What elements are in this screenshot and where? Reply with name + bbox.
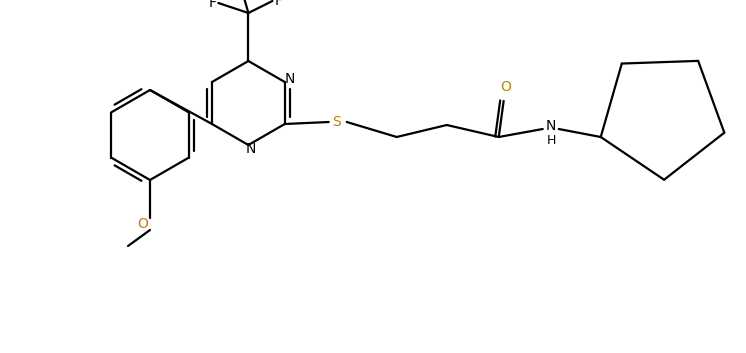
Text: H: H <box>547 133 557 146</box>
Text: N: N <box>245 142 256 156</box>
Text: N: N <box>284 72 295 86</box>
Text: O: O <box>137 217 148 231</box>
Text: F: F <box>275 0 283 8</box>
Text: F: F <box>208 0 216 10</box>
Text: S: S <box>333 115 341 129</box>
Text: N: N <box>545 119 556 133</box>
Text: O: O <box>501 80 511 94</box>
